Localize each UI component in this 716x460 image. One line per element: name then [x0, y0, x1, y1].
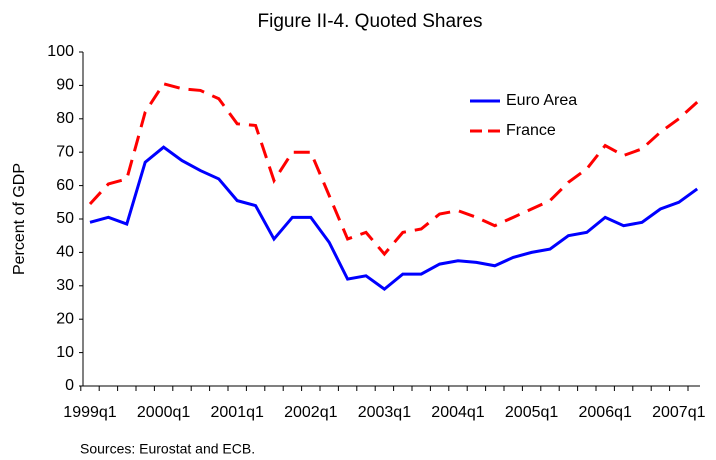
series-line	[89, 145, 699, 292]
x-tick-label: 2001q1	[211, 404, 264, 421]
series-line	[88, 81, 699, 257]
x-tick-label: 2005q1	[505, 404, 558, 421]
x-tick-label: 2003q1	[358, 404, 411, 421]
x-tick-label: 1999q1	[63, 404, 116, 421]
y-tick-label: 90	[56, 77, 74, 94]
y-tick-label: 30	[56, 277, 74, 294]
source-note: Sources: Eurostat and ECB.	[80, 441, 255, 457]
y-tick-label: 100	[47, 43, 74, 60]
y-tick-label: 0	[65, 377, 74, 394]
y-tick-label: 20	[56, 310, 74, 327]
x-tick-label: 2006q1	[579, 404, 632, 421]
y-tick-label: 40	[56, 244, 74, 261]
x-tick-label: 2004q1	[431, 404, 484, 421]
legend-label: France	[506, 122, 556, 139]
y-tick-label: 50	[56, 210, 74, 227]
x-tick-label: 2000q1	[137, 404, 190, 421]
y-tick-label: 80	[56, 110, 74, 127]
y-tick-label: 70	[56, 143, 74, 160]
y-tick-label: 10	[56, 344, 74, 361]
x-tick-label: 2007q1	[652, 404, 705, 421]
x-tick-label: 2002q1	[284, 404, 337, 421]
chart-title: Figure II-4. Quoted Shares	[258, 11, 483, 32]
y-tick-label: 60	[56, 177, 74, 194]
y-axis-label: Percent of GDP	[11, 163, 28, 275]
legend-label: Euro Area	[506, 92, 577, 109]
